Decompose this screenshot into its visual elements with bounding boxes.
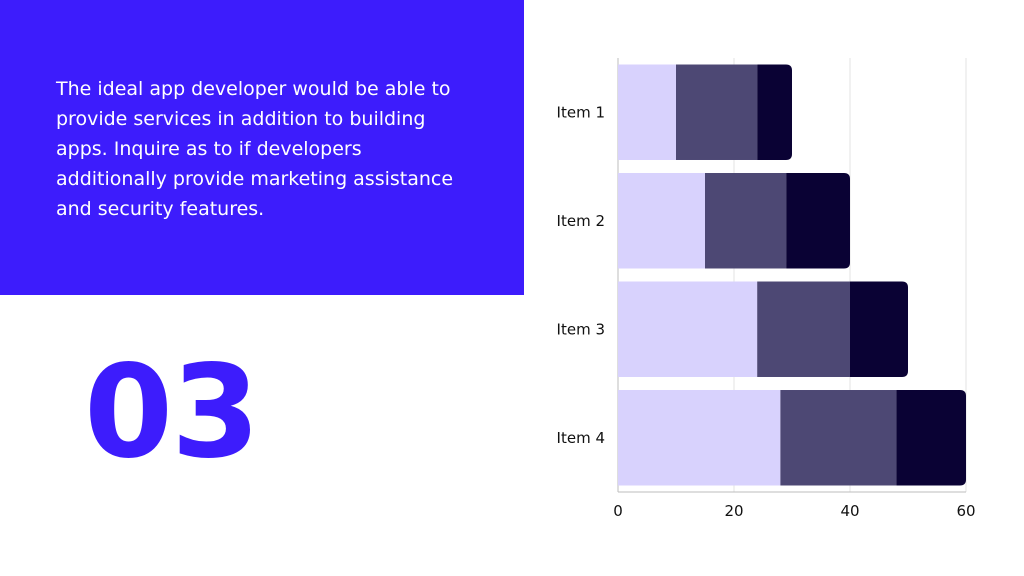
section-number: 03 [84,338,260,487]
bar-segment-4-1 [618,390,781,486]
category-label-3: Item 3 [557,320,605,338]
x-tick-label-20: 20 [724,502,743,520]
bar-segment-2-3 [786,173,850,269]
x-tick-label-40: 40 [840,502,859,520]
blue-panel [0,0,524,295]
bar-segment-4-2 [780,390,897,486]
bar-segment-2-2 [705,173,787,269]
bar-segment-1-2 [676,64,758,160]
slide-description: The ideal app developer would be able to… [56,78,454,220]
bar-segment-3-1 [618,281,758,377]
stacked-bar-chart: Item 1 Item 2 Item 3 Item 4 0 20 40 60 [557,58,976,520]
x-tick-label-60: 60 [956,502,975,520]
category-label-4: Item 4 [557,429,605,447]
bar-segment-4-3 [896,390,966,486]
bar-segment-3-2 [757,281,850,377]
bar-segment-3-3 [850,281,908,377]
category-label-2: Item 2 [557,212,605,230]
x-tick-label-0: 0 [613,502,623,520]
bar-segment-1-1 [618,64,676,160]
category-label-1: Item 1 [557,103,605,121]
bar-segment-1-3 [757,64,792,160]
bar-segment-2-1 [618,173,705,269]
